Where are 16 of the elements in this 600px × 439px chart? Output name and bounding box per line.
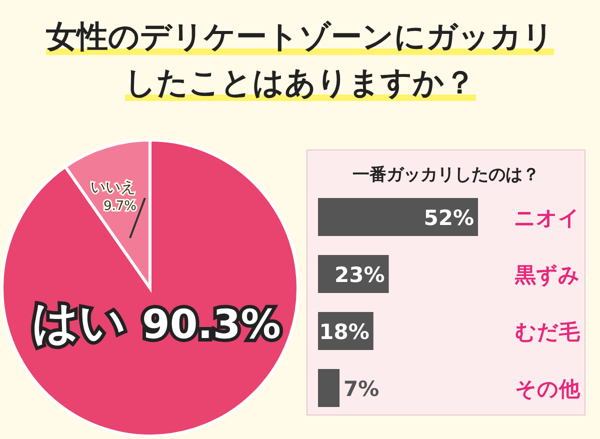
- bar: [318, 198, 478, 236]
- y-tick-label: 黒ずみ: [514, 263, 580, 287]
- data-label: 18%: [319, 320, 370, 344]
- data-label: 90.3%: [142, 302, 281, 348]
- data-label: 23%: [334, 263, 385, 287]
- data-label: 7%: [344, 377, 380, 401]
- y-tick-label: その他: [515, 377, 581, 401]
- slice-label: はい: [32, 295, 142, 349]
- slice-label: いいえ: [90, 178, 136, 196]
- data-label: 52%: [424, 206, 474, 230]
- bar: [318, 369, 340, 407]
- chart-title: 一番ガッカリしたのは？: [352, 165, 540, 185]
- data-label: 9.7%: [103, 199, 137, 214]
- chart-title: 女性のデリケートゾーンにガッカリしたことはありますか？: [46, 19, 554, 101]
- y-tick-label: ニオイ: [514, 206, 580, 230]
- y-tick-label: むだ毛: [515, 320, 581, 344]
